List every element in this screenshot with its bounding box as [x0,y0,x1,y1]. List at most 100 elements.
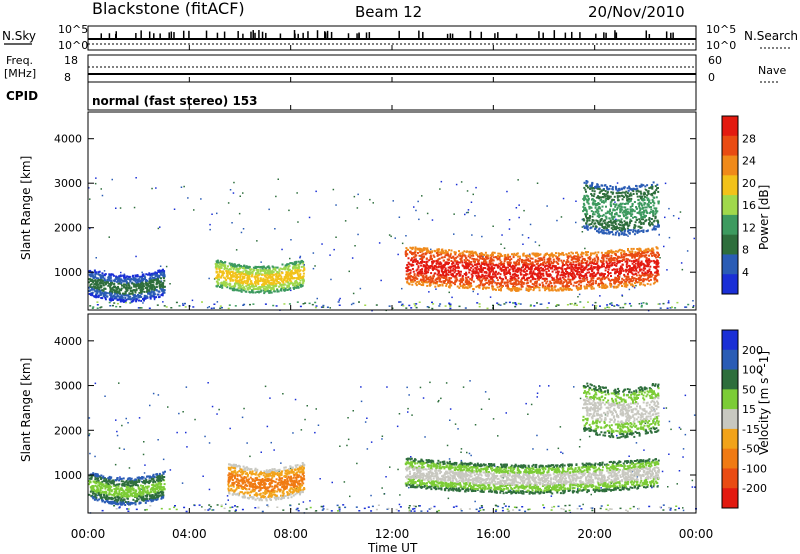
echo-point [217,278,220,281]
echo-point [655,265,658,268]
echo-point [480,252,483,255]
echo-point [617,249,620,252]
echo-point [428,265,431,268]
echo-point [231,266,234,269]
echo-point [270,291,273,294]
echo-point [92,276,95,279]
echo-point [411,279,414,281]
echo-point [254,265,257,268]
echo-point [608,278,611,281]
echo-point [216,259,219,262]
echo-point [649,283,652,286]
echo-point [634,255,637,258]
echo-point [292,267,295,270]
echo-point [516,289,519,292]
echo-point [568,252,570,255]
echo-point [235,280,238,283]
echo-point [601,276,604,279]
ground-scatter-point [401,303,404,306]
echo-point [485,261,488,264]
scatter-point [390,235,392,238]
ground-scatter-point [314,301,317,304]
echo-point [259,288,262,290]
echo-point [230,262,233,265]
echo-point [625,257,628,260]
echo-point [238,285,241,288]
echo-point [586,268,589,271]
echo-point [638,274,641,277]
echo-point [104,273,107,276]
echo-point [589,267,592,269]
echo-point [635,268,637,271]
echo-point [546,284,549,287]
echo-point [580,268,583,271]
echo-point [94,286,97,289]
echo-point [653,278,656,281]
echo-point [221,274,224,277]
scatter-point [89,227,91,230]
echo-point [475,267,478,270]
echo-point [452,275,455,278]
echo-point [274,278,277,281]
scatter-point [481,235,483,238]
echo-point [590,287,593,290]
echo-point [534,254,536,257]
echo-point [116,293,119,296]
echo-point [526,264,529,267]
ground-scatter-point [91,307,94,309]
echo-point [522,263,525,266]
echo-point [410,259,413,262]
echo-point [557,288,560,291]
scatter-point [482,256,484,258]
echo-point [589,252,592,255]
echo-point [628,259,631,262]
echo-point [445,270,447,273]
echo-point [470,263,473,266]
echo-point [537,257,540,260]
echo-point [637,248,640,251]
echo-point [289,275,292,278]
echo-point [266,280,269,283]
ground-scatter-point [692,306,695,308]
echo-point [287,275,290,278]
echo-point [626,279,629,282]
echo-point [125,287,128,290]
echo-point [542,264,545,267]
echo-point [96,280,99,283]
echo-point [272,277,275,280]
echo-point [91,287,93,290]
echo-point [124,283,127,286]
echo-point [268,291,271,294]
echo-point [254,281,256,284]
echo-point [503,273,506,276]
scatter-point [329,307,331,309]
echo-point [104,281,107,284]
echo-point [614,278,617,281]
echo-point [264,287,267,290]
echo-point [148,291,151,294]
echo-point [612,250,615,253]
echo-point [108,279,111,282]
echo-point [111,295,114,298]
echo-point [455,256,458,259]
echo-point [422,276,425,279]
echo-point [226,277,229,280]
echo-point [288,288,291,291]
echo-point [419,271,422,274]
echo-point [297,263,300,266]
echo-point [518,262,520,264]
echo-point [161,284,164,287]
echo-point [472,288,475,290]
echo-point [558,257,561,260]
echo-point [635,253,638,256]
echo-point [591,215,594,218]
echo-point [488,283,491,286]
echo-point [158,290,160,293]
echo-point [497,264,499,267]
echo-point [630,280,633,283]
echo-point [585,262,588,265]
echo-point [244,290,247,293]
echo-point [560,281,563,284]
echo-point [231,270,234,273]
echo-point [523,259,526,262]
